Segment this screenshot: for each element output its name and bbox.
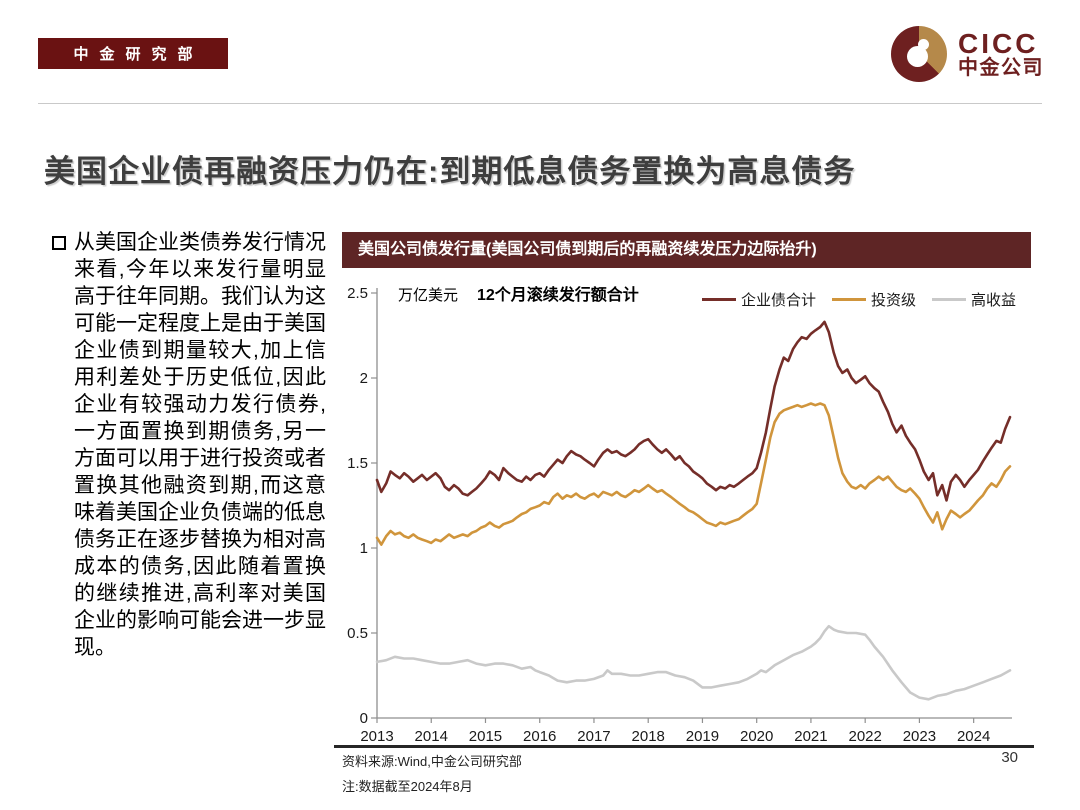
- legend-item-corporate-total: 企业债合计: [702, 289, 816, 310]
- square-bullet-icon: [52, 236, 66, 250]
- svg-text:2018: 2018: [632, 728, 665, 745]
- logo-text-cn: 中金公司: [958, 57, 1044, 80]
- svg-text:2015: 2015: [469, 728, 502, 745]
- svg-text:2013: 2013: [360, 728, 393, 745]
- svg-text:2016: 2016: [523, 728, 556, 745]
- chart-bottom-rule: [334, 745, 1034, 748]
- body-block: 从美国企业类债券发行情况来看,今年以来发行量明显高于往年同期。我们认为这可能一定…: [52, 229, 326, 661]
- page-number: 30: [1001, 749, 1018, 766]
- cicc-logo: CICC 中金公司: [891, 26, 1044, 82]
- svg-text:2022: 2022: [848, 728, 881, 745]
- research-dept-badge: 中金研究部: [38, 38, 228, 69]
- logo-wordmark: CICC 中金公司: [958, 27, 1044, 80]
- svg-text:2024: 2024: [957, 728, 990, 745]
- svg-text:2: 2: [360, 370, 368, 387]
- source-note: 资料来源:Wind,中金公司研究部: [342, 754, 522, 769]
- svg-text:2014: 2014: [415, 728, 448, 745]
- legend-label: 企业债合计: [741, 292, 817, 309]
- cicc-logo-icon: [891, 26, 947, 82]
- legend-item-high-yield: 高收益: [932, 289, 1016, 310]
- data-note: 注:数据截至2024年8月: [342, 779, 473, 794]
- svg-text:2023: 2023: [903, 728, 936, 745]
- svg-text:1: 1: [360, 540, 368, 557]
- chart-series-title: 12个月滚续发行额合计: [477, 287, 639, 304]
- chart-legend: 企业债合计 投资级 高收益: [702, 289, 1016, 310]
- svg-text:2.5: 2.5: [347, 285, 368, 302]
- svg-text:0.5: 0.5: [347, 625, 368, 642]
- svg-text:1.5: 1.5: [347, 455, 368, 472]
- logo-text-en: CICC: [958, 27, 1039, 59]
- legend-item-investment-grade: 投资级: [832, 289, 916, 310]
- svg-text:2019: 2019: [686, 728, 719, 745]
- legend-line-icon: [932, 298, 967, 301]
- line-chart: 0 0.5 1 1.5 2 2.5 2013 2014 2015 2016 2017 2018 2019…: [347, 285, 1012, 745]
- page-title: 美国企业债再融资压力仍在:到期低息债务置换为高息债务: [44, 154, 856, 189]
- body-paragraph: 从美国企业类债券发行情况来看,今年以来发行量明显高于往年同期。我们认为这可能一定…: [74, 231, 326, 659]
- legend-label: 投资级: [871, 292, 917, 309]
- header-divider: [38, 103, 1042, 104]
- svg-text:2021: 2021: [794, 728, 827, 745]
- svg-text:0: 0: [360, 710, 368, 727]
- legend-line-icon: [832, 298, 867, 301]
- svg-text:2020: 2020: [740, 728, 773, 745]
- legend-line-icon: [702, 298, 736, 301]
- svg-text:2017: 2017: [577, 728, 610, 745]
- chart-unit-label: 万亿美元: [398, 287, 459, 304]
- chart-title-bar: 美国公司债发行量(美国公司债到期后的再融资续发压力边际抬升): [342, 232, 1031, 268]
- legend-label: 高收益: [971, 292, 1017, 309]
